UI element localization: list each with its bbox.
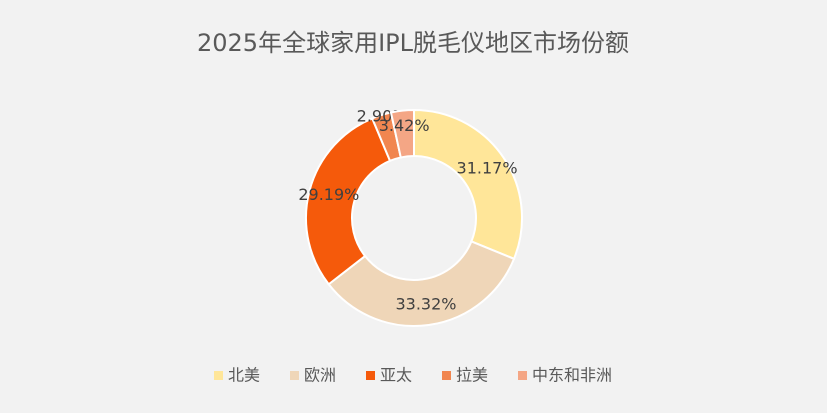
donut-slice	[327, 240, 516, 327]
data-label: 31.17%	[457, 158, 518, 177]
data-label: 29.19%	[298, 185, 359, 204]
legend-label: 中东和非洲	[532, 366, 612, 385]
legend-swatch	[518, 371, 527, 380]
legend-swatch	[366, 371, 375, 380]
legend-swatch	[214, 371, 223, 380]
donut-slice	[305, 117, 392, 286]
chart-title: 2025年全球家用IPL脱毛仪地区市场份额	[197, 29, 629, 57]
legend-label: 拉美	[456, 366, 488, 385]
donut-slice	[389, 108, 415, 159]
donut-slice	[413, 108, 523, 261]
legend-swatch	[442, 371, 451, 380]
data-label: 3.42%	[379, 116, 430, 135]
legend-label: 亚太	[380, 366, 412, 385]
legend-label: 欧洲	[304, 366, 336, 385]
legend-label: 北美	[228, 366, 260, 385]
data-label: 33.32%	[395, 295, 456, 314]
legend-swatch	[290, 371, 299, 380]
